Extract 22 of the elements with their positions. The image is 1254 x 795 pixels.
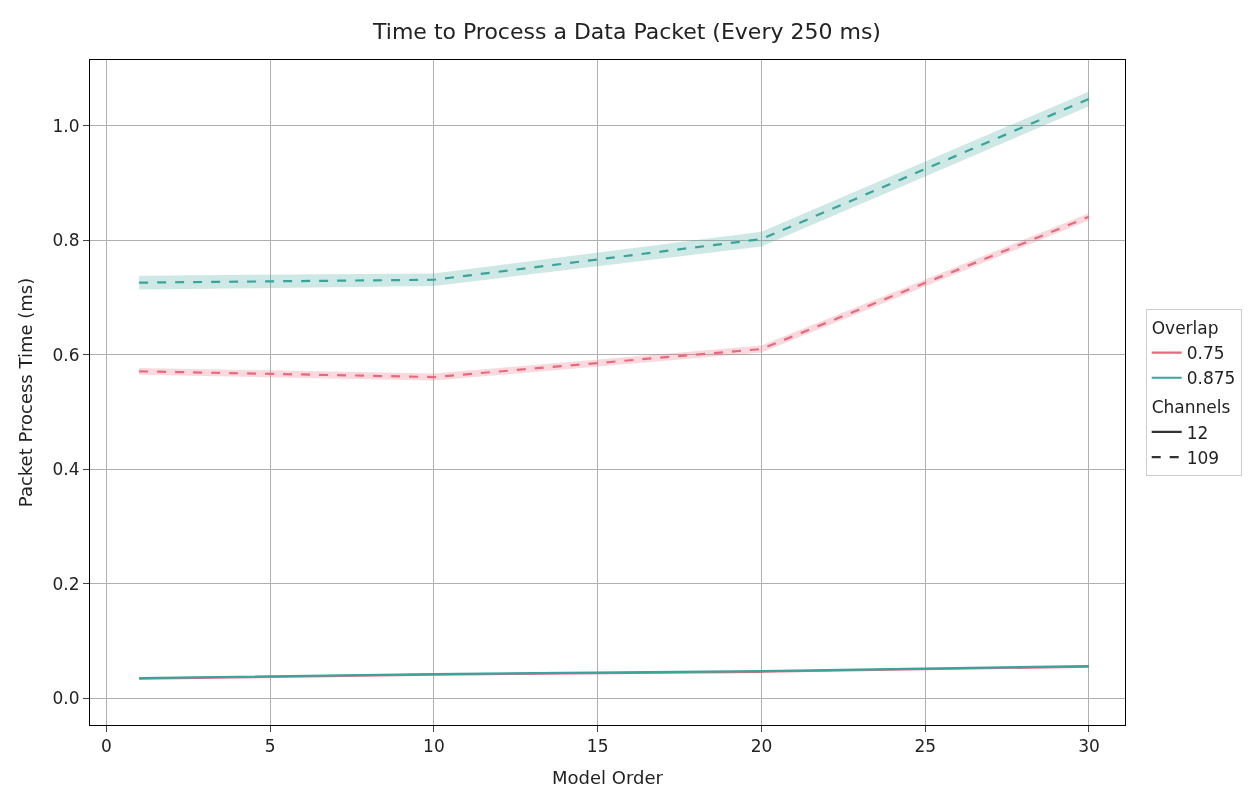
y-axis-title: Packet Process Time (ms) <box>14 277 36 508</box>
text: Channels <box>1151 397 1231 418</box>
x-tick-label: 15 <box>586 736 609 757</box>
y-tick-label: 0.6 <box>52 344 80 365</box>
y-tick-label: 0.2 <box>52 573 80 594</box>
legend-label: 12 <box>1186 422 1209 443</box>
x-tick-label: 10 <box>423 736 445 757</box>
text: Overlap <box>1151 318 1219 339</box>
y-tick-label: 0.0 <box>52 688 80 709</box>
y-tick-label: 0.8 <box>52 230 80 251</box>
x-tick-label: 25 <box>914 736 937 757</box>
y-tick-label: 0.4 <box>52 459 80 480</box>
legend-label: 0.75 <box>1186 343 1225 364</box>
x-tick-label: 0 <box>100 736 112 757</box>
x-tick-label: 20 <box>750 736 773 757</box>
x-tick-label: 5 <box>264 736 276 757</box>
x-axis-title: Model Order <box>552 766 664 788</box>
legend-label: 0.875 <box>1186 368 1236 389</box>
y-tick-label: 1.0 <box>52 115 80 136</box>
legend-label: 109 <box>1186 447 1220 468</box>
x-tick-label: 30 <box>1078 736 1100 757</box>
chart-title: Time to Process a Data Packet (Every 250 ms) <box>372 19 881 45</box>
